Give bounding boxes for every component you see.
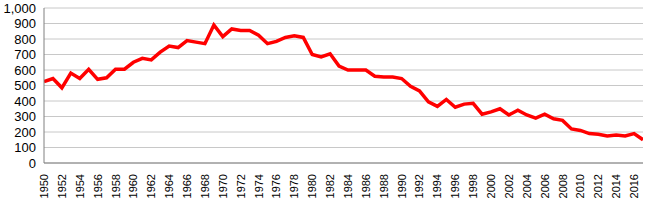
svg-text:2010: 2010 — [574, 174, 586, 198]
svg-text:1994: 1994 — [431, 174, 443, 198]
svg-text:1984: 1984 — [342, 174, 354, 198]
svg-text:2004: 2004 — [521, 174, 533, 198]
svg-text:1950: 1950 — [38, 174, 50, 198]
svg-text:2012: 2012 — [592, 174, 604, 198]
svg-text:500: 500 — [14, 78, 36, 93]
svg-text:2002: 2002 — [503, 174, 515, 198]
svg-text:400: 400 — [14, 94, 36, 109]
svg-text:1980: 1980 — [306, 174, 318, 198]
svg-text:1968: 1968 — [199, 174, 211, 198]
svg-text:1988: 1988 — [378, 174, 390, 198]
svg-text:1992: 1992 — [413, 174, 425, 198]
svg-text:0: 0 — [29, 156, 36, 171]
svg-text:1976: 1976 — [270, 174, 282, 198]
svg-text:900: 900 — [14, 16, 36, 31]
svg-text:1954: 1954 — [74, 174, 86, 198]
svg-text:1970: 1970 — [217, 174, 229, 198]
svg-text:1974: 1974 — [253, 174, 265, 198]
svg-text:200: 200 — [14, 125, 36, 140]
svg-text:1962: 1962 — [145, 174, 157, 198]
svg-text:1998: 1998 — [467, 174, 479, 198]
svg-text:1990: 1990 — [396, 174, 408, 198]
svg-text:1,000: 1,000 — [8, 1, 36, 16]
svg-text:1982: 1982 — [324, 174, 336, 198]
svg-text:2000: 2000 — [485, 174, 497, 198]
svg-text:2016: 2016 — [628, 174, 640, 198]
svg-text:700: 700 — [14, 47, 36, 62]
svg-text:1964: 1964 — [163, 174, 175, 198]
svg-text:1978: 1978 — [288, 174, 300, 198]
svg-text:1958: 1958 — [110, 174, 122, 198]
svg-text:600: 600 — [14, 63, 36, 78]
svg-text:1996: 1996 — [449, 174, 461, 198]
svg-text:300: 300 — [14, 109, 36, 124]
svg-text:1972: 1972 — [235, 174, 247, 198]
svg-text:800: 800 — [14, 32, 36, 47]
svg-text:2008: 2008 — [557, 174, 569, 198]
svg-text:2014: 2014 — [610, 174, 622, 198]
svg-text:1960: 1960 — [127, 174, 139, 198]
svg-text:1986: 1986 — [360, 174, 372, 198]
svg-text:1956: 1956 — [92, 174, 104, 198]
svg-text:1966: 1966 — [181, 174, 193, 198]
svg-text:100: 100 — [14, 140, 36, 155]
svg-text:2006: 2006 — [539, 174, 551, 198]
svg-text:1952: 1952 — [56, 174, 68, 198]
